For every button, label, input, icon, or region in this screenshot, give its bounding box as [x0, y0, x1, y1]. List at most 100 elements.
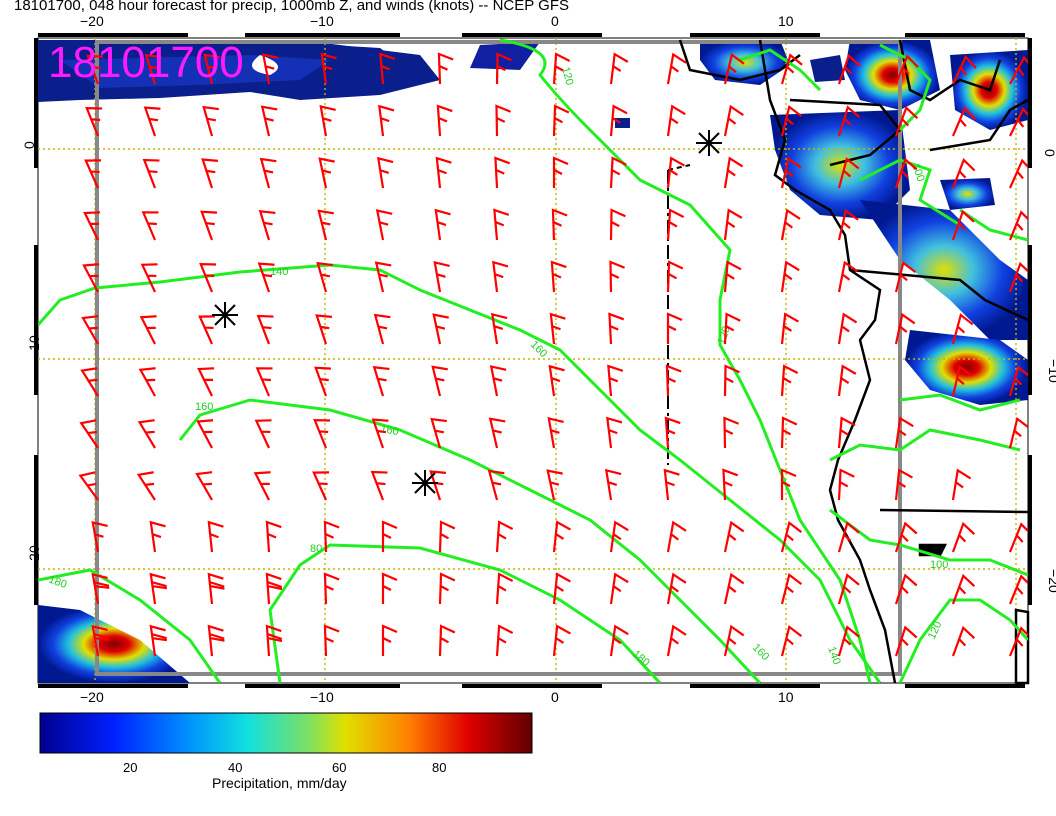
- wind-barb: [372, 366, 390, 397]
- wind-barb: [723, 520, 745, 553]
- axis-frame-ticks: [34, 33, 1032, 688]
- wind-barb: [723, 572, 745, 605]
- wind-barb: [546, 469, 563, 501]
- wind-barb: [1008, 574, 1028, 605]
- wind-barb: [609, 520, 629, 553]
- x-tick-label: 10: [778, 13, 794, 29]
- wind-barb: [723, 364, 740, 397]
- wind-barb: [609, 624, 629, 657]
- wind-barb: [609, 208, 626, 241]
- wind-barbs: [78, 52, 1028, 657]
- wind-barb: [894, 261, 917, 293]
- wind-barb: [952, 54, 977, 85]
- wind-barb: [91, 625, 110, 657]
- x-tick-label: −10: [310, 689, 334, 705]
- colorbar-ticks: 20 40 60 80: [123, 760, 446, 775]
- wind-barb: [144, 54, 162, 85]
- wind-barb: [894, 468, 913, 501]
- wind-barb: [438, 520, 456, 553]
- height-contours: [38, 38, 1028, 683]
- wind-barb: [837, 573, 860, 605]
- wind-barb: [489, 365, 507, 397]
- wind-barb: [607, 364, 624, 397]
- wind-barb: [374, 261, 392, 293]
- wind-barb: [433, 261, 450, 293]
- wind-barb: [894, 573, 918, 605]
- wind-barb: [609, 260, 625, 293]
- wind-barb: [780, 364, 799, 397]
- contour-label: 120: [716, 325, 734, 346]
- wind-barb: [381, 624, 398, 656]
- wind-barb: [207, 572, 225, 605]
- wind-barb: [195, 471, 213, 501]
- wind-barb: [894, 157, 918, 189]
- wind-barb: [207, 520, 224, 553]
- wind-barb: [666, 312, 683, 344]
- wind-barb: [780, 521, 803, 553]
- y-tick-label: −10: [1046, 359, 1056, 383]
- wind-barb: [723, 260, 742, 293]
- wind-barb: [82, 263, 100, 293]
- wind-barb: [666, 260, 684, 293]
- wind-barb: [1008, 158, 1028, 189]
- wind-barb: [202, 105, 219, 137]
- wind-barb: [780, 53, 803, 85]
- colorbar: [39, 712, 533, 754]
- wind-barb: [495, 572, 514, 605]
- wind-barb: [552, 520, 571, 553]
- wind-barb: [84, 159, 102, 189]
- x-tick-label: −20: [80, 13, 104, 29]
- wind-barb: [780, 625, 803, 657]
- wind-barb: [265, 520, 282, 553]
- wind-barb: [253, 471, 271, 501]
- wind-barb: [664, 416, 681, 449]
- wind-barb: [780, 208, 801, 241]
- wind-barb: [370, 470, 388, 501]
- wind-barb: [552, 156, 569, 188]
- wind-barb: [608, 312, 625, 345]
- wind-barb: [894, 625, 918, 657]
- wind-barb: [837, 105, 861, 137]
- wind-barb: [552, 624, 571, 657]
- wind-barb: [140, 263, 158, 293]
- wind-barb: [136, 471, 156, 501]
- wind-barb: [138, 367, 156, 397]
- colorbar-tick: 20: [123, 760, 137, 775]
- wind-barb: [894, 312, 916, 345]
- wind-barb: [431, 365, 448, 397]
- wind-barb: [381, 520, 398, 552]
- y-tick-label: −20: [1046, 569, 1056, 593]
- contour-label: 180: [47, 574, 68, 592]
- wind-barb: [91, 573, 110, 605]
- wind-barb: [197, 367, 215, 397]
- wind-barb: [323, 520, 340, 553]
- wind-barb: [257, 262, 275, 293]
- wind-barb: [315, 314, 332, 345]
- wind-barb: [142, 158, 160, 189]
- wind-barb: [196, 419, 214, 449]
- contour-label: 140: [825, 645, 843, 666]
- wind-barb: [780, 260, 800, 293]
- wind-barb: [373, 313, 391, 345]
- wind-barb: [313, 419, 331, 449]
- colorbar-tick: 60: [332, 760, 346, 775]
- wind-barb: [143, 106, 161, 137]
- wind-barb: [141, 211, 159, 241]
- colorbar-tick: 80: [432, 760, 446, 775]
- wind-barb: [666, 52, 687, 85]
- wind-barb: [780, 573, 803, 605]
- wind-barb: [552, 104, 570, 137]
- wind-barb: [837, 208, 859, 241]
- wind-barb: [951, 364, 973, 397]
- wind-barb: [488, 417, 506, 449]
- y-tick-label: −20: [26, 545, 42, 569]
- subdomain-box: [95, 40, 902, 676]
- contour-label: 160: [379, 423, 399, 438]
- y-tick-label: 0: [1042, 149, 1056, 157]
- wind-barb: [606, 416, 623, 449]
- wind-barb: [837, 312, 858, 345]
- wind-barb: [259, 157, 277, 189]
- wind-barb: [837, 625, 860, 657]
- wind-barb: [323, 572, 340, 605]
